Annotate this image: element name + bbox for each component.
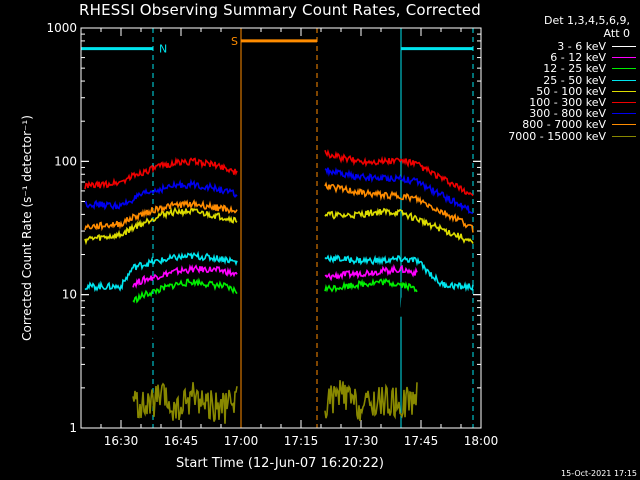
- series-line: [324, 207, 474, 244]
- x-tick-label: 16:30: [104, 434, 139, 448]
- legend-item: 300 - 800 keV: [508, 107, 636, 121]
- legend-swatch: [612, 90, 636, 92]
- series-lines: [84, 148, 474, 424]
- series-line: [84, 199, 238, 232]
- x-tick-label: 17:45: [404, 434, 439, 448]
- legend-label: 800 - 7000 keV: [522, 118, 606, 132]
- x-tick-label: 17:00: [224, 434, 259, 448]
- legend-label: 25 - 50 keV: [543, 73, 606, 87]
- legend-swatch: [612, 46, 636, 48]
- detector-info: Det 1,3,4,5,6,9, Att 0: [544, 14, 630, 40]
- legend-item: 800 - 7000 keV: [508, 118, 636, 132]
- legend-item: 3 - 6 keV: [508, 40, 636, 54]
- legend-item: 100 - 300 keV: [508, 96, 636, 110]
- legend-item: 12 - 25 keV: [508, 62, 636, 76]
- interval-label: S: [231, 35, 238, 48]
- legend-item: 6 - 12 keV: [508, 51, 636, 65]
- legend-label: 7000 - 15000 keV: [508, 129, 606, 143]
- series-line: [132, 277, 238, 304]
- series-line: [132, 294, 238, 349]
- series-line: [324, 254, 474, 292]
- legend-swatch: [612, 68, 636, 70]
- series-line: [324, 380, 418, 422]
- axis-ticks: [80, 27, 482, 429]
- plot-frame: [80, 27, 482, 429]
- legend-swatch: [612, 102, 636, 104]
- legend-label: 6 - 12 keV: [550, 51, 606, 65]
- timestamp: 15-Oct-2021 17:15: [561, 469, 637, 478]
- series-line: [324, 263, 418, 282]
- detector-list: Det 1,3,4,5,6,9,: [543, 14, 630, 27]
- x-tick-label: 17:30: [344, 434, 379, 448]
- legend-item: 25 - 50 keV: [508, 73, 636, 87]
- y-tick-label: 100: [54, 154, 77, 168]
- legend-item: 50 - 100 keV: [508, 84, 636, 98]
- y-tick-label: 1000: [46, 21, 77, 35]
- y-axis-label: Corrected Count Rate (s⁻¹ detector⁻¹): [20, 115, 34, 341]
- y-tick-label: 10: [62, 288, 77, 302]
- x-axis-label: Start Time (12-Jun-07 16:20:22): [176, 456, 384, 471]
- legend-label: 300 - 800 keV: [529, 107, 606, 121]
- legend-swatch: [612, 57, 636, 59]
- legend-swatch: [612, 79, 636, 81]
- legend-label: 12 - 25 keV: [543, 62, 606, 76]
- series-line: [324, 277, 418, 293]
- attenuator-intervals: NS: [81, 28, 474, 428]
- legend: 3 - 6 keV 6 - 12 keV 12 - 25 keV 25 - 50 ke…: [508, 40, 636, 143]
- interval-label: N: [159, 43, 167, 56]
- x-tick-label: 18:00: [464, 434, 499, 448]
- legend-item: 7000 - 15000 keV: [508, 129, 636, 143]
- legend-swatch: [612, 113, 636, 115]
- x-tick-label: 16:45: [164, 434, 199, 448]
- legend-label: 50 - 100 keV: [536, 84, 606, 98]
- legend-label: 3 - 6 keV: [557, 40, 606, 54]
- chart-title: RHESSI Observing Summary Count Rates, Co…: [78, 1, 481, 19]
- attenuator-state: Att 0: [603, 27, 630, 40]
- series-line: [132, 382, 238, 424]
- series-line: [324, 167, 474, 215]
- legend-label: 100 - 300 keV: [529, 96, 606, 110]
- series-line: [84, 250, 238, 293]
- axis-labels: 16:30 16:45 17:00 17:15 17:30 17:45 18:00 1 10 10…: [46, 21, 498, 448]
- legend-swatch: [612, 124, 636, 126]
- series-line: [324, 297, 418, 336]
- series-line: [84, 156, 238, 190]
- series-line: [84, 206, 238, 246]
- y-tick-label: 1: [69, 421, 77, 435]
- series-line: [324, 148, 474, 197]
- series-line: [132, 264, 238, 289]
- x-tick-label: 17:15: [284, 434, 319, 448]
- series-line: [324, 181, 474, 233]
- legend-swatch: [612, 135, 636, 137]
- series-line: [84, 178, 238, 211]
